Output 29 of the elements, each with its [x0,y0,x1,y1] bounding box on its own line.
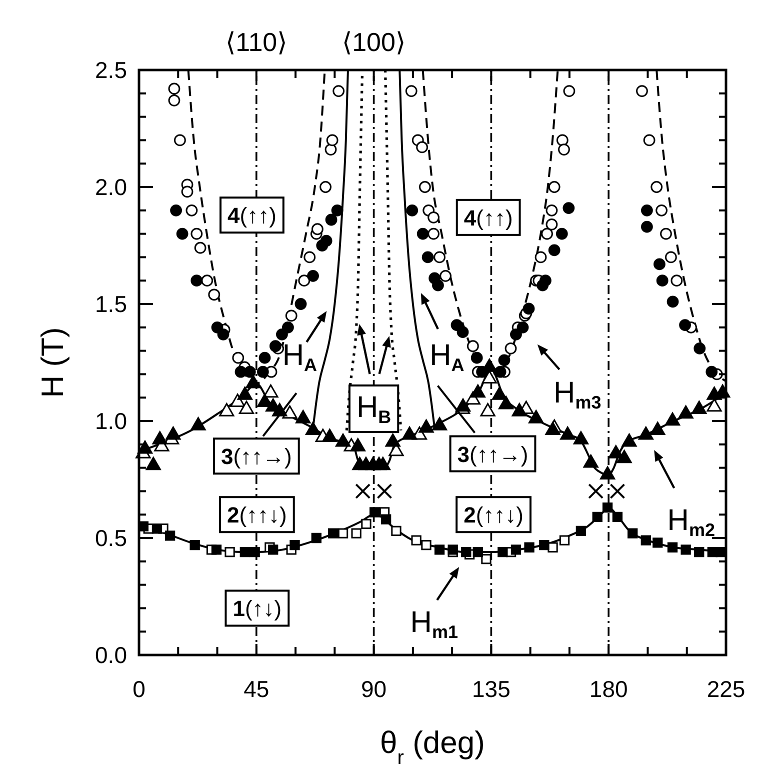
y-axis-title: H (T) [34,327,70,398]
annotation: 4(↑↑) [228,202,276,228]
x-tick-label: 135 [472,676,510,702]
annotation: 3(↑↑→) [457,441,528,466]
x-tick-label: 225 [706,676,746,702]
x-axis-title: θ$_{r}$ (deg) [380,725,485,769]
y-tick-label: 1.5 [95,291,127,317]
y-tick-label: 0.5 [95,525,127,551]
x-tick-label: 180 [589,676,628,702]
annotation: 3(↑↑→) [220,444,292,469]
annotation: H$_{B}$ [356,390,392,427]
annotation: H$_{A}$ [282,338,318,375]
y-tick-label: 1.0 [95,408,127,434]
y-tick-label: 2.0 [95,174,127,200]
x-tick-label: 45 [244,676,270,702]
annotation: 4(↑↑) [464,204,513,230]
annotation: 1(↑↓) [232,596,282,621]
x-tick-label: 90 [361,676,387,702]
annotation: H$_{A}$ [430,338,464,375]
ref-line-label: ⟨100⟩ [342,27,406,57]
annotation: H$_{m3}$ [554,376,602,412]
ref-line-label: ⟨110⟩ [226,27,288,57]
y-tick-label: 2.5 [95,57,127,83]
annotation: H$_{m1}$ [410,606,458,642]
y-tick-label: 0.0 [95,642,127,668]
annotation: H$_{m2}$ [667,504,715,540]
annotation: 2(↑↑↓) [464,502,524,528]
annotation: 2(↑↑↓) [226,502,287,528]
x-tick-label: 0 [132,676,146,702]
